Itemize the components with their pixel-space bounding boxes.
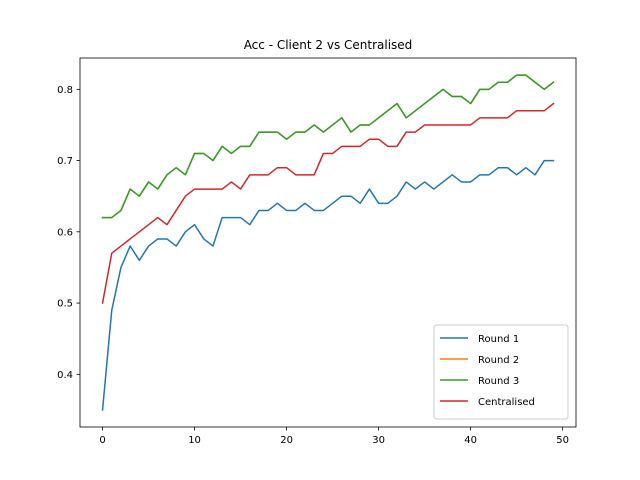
x-axis: 0 10 20 30 40 50 xyxy=(99,427,569,446)
series-line-round-3 xyxy=(101,74,555,219)
x-tick-label: 30 xyxy=(372,435,385,446)
legend-label: Round 1 xyxy=(478,334,519,345)
legend-label: Centralised xyxy=(478,397,535,408)
x-tick-label: 10 xyxy=(188,435,201,446)
axes-frame xyxy=(79,57,577,428)
y-tick-label: 0.4 xyxy=(57,370,73,381)
legend: Round 1 Round 2 Round 3 Centralised xyxy=(433,324,569,420)
y-axis: 0.4 0.5 0.6 0.7 0.8 xyxy=(57,85,80,381)
series-layer xyxy=(101,74,555,411)
legend-box xyxy=(433,324,569,420)
y-tick-label: 0.7 xyxy=(57,156,73,167)
y-tick-label: 0.6 xyxy=(57,227,73,238)
y-tick-label: 0.5 xyxy=(57,299,73,310)
x-tick-label: 20 xyxy=(280,435,293,446)
series-line-centralised xyxy=(101,102,555,304)
x-tick-label: 50 xyxy=(556,435,569,446)
chart-title: Acc - Client 2 vs Centralised xyxy=(244,38,413,52)
x-tick-label: 0 xyxy=(99,435,105,446)
y-tick-label: 0.8 xyxy=(57,85,73,96)
series-line-round-1 xyxy=(101,159,555,411)
legend-label: Round 3 xyxy=(478,376,519,387)
x-tick-label: 40 xyxy=(464,435,477,446)
legend-label: Round 2 xyxy=(478,355,519,366)
